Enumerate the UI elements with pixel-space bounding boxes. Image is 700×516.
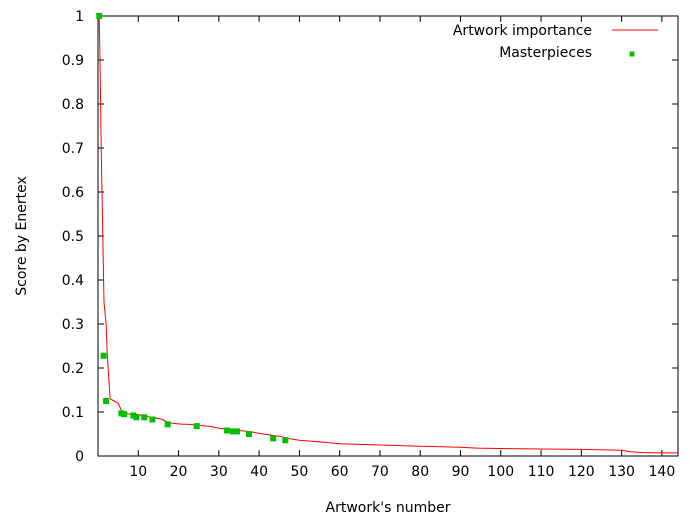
y-tick-label: 0.7 [62, 141, 84, 157]
x-tick-label: 40 [250, 464, 268, 480]
x-tick-label: 120 [568, 464, 595, 480]
masterpiece-point [149, 416, 156, 423]
legend-label-masterpieces: Masterpieces [499, 45, 592, 61]
masterpiece-point [121, 411, 128, 418]
y-tick-label: 0.3 [62, 317, 84, 333]
masterpiece-point [282, 437, 289, 444]
x-tick-label: 90 [452, 464, 470, 480]
legend-label-artwork-importance: Artwork importance [453, 23, 592, 39]
series-points-masterpieces [96, 13, 289, 444]
x-axis-ticks: 10 20 30 40 50 60 70 80 90 100 110 120 130 140 [129, 16, 675, 480]
masterpiece-point [270, 435, 277, 442]
masterpiece-point [246, 431, 252, 437]
y-tick-label: 0.2 [62, 361, 84, 377]
legend-marker-masterpieces [629, 51, 635, 57]
y-tick-label: 0.8 [62, 97, 84, 113]
y-axis-label: Score by Enertex [14, 176, 30, 296]
plot-frame [97, 15, 679, 457]
x-tick-label: 110 [528, 464, 555, 480]
y-axis-ticks: 0 0.1 0.2 0.3 0.4 0.5 0.6 0.7 0.8 0.9 1 [62, 9, 678, 465]
masterpiece-point [103, 398, 110, 404]
x-axis-label: Artwork's number [326, 500, 451, 516]
y-tick-label: 0.4 [62, 273, 84, 289]
x-tick-label: 10 [129, 464, 147, 480]
masterpiece-point [164, 421, 171, 428]
x-tick-label: 70 [371, 464, 389, 480]
y-tick-label: 1 [75, 9, 84, 25]
masterpiece-point [234, 428, 240, 435]
masterpiece-point [96, 13, 103, 19]
legend: Artwork importance Masterpieces [453, 23, 658, 61]
x-tick-label: 20 [170, 464, 188, 480]
x-tick-label: 60 [331, 464, 349, 480]
masterpiece-point [229, 428, 236, 435]
masterpiece-point [100, 352, 107, 359]
y-tick-label: 0.6 [62, 185, 84, 201]
masterpiece-point [223, 427, 230, 434]
masterpiece-point [193, 423, 200, 430]
y-tick-label: 0.1 [62, 405, 84, 421]
masterpiece-point [141, 414, 148, 421]
y-tick-label: 0 [75, 449, 84, 465]
x-tick-label: 80 [411, 464, 429, 480]
x-tick-label: 130 [608, 464, 635, 480]
y-tick-label: 0.9 [62, 53, 84, 69]
masterpiece-point [133, 414, 140, 421]
x-tick-label: 140 [649, 464, 676, 480]
y-tick-label: 0.5 [62, 229, 84, 245]
x-tick-label: 100 [487, 464, 514, 480]
x-tick-label: 30 [210, 464, 228, 480]
series-line-artwork-importance [98, 15, 678, 454]
x-tick-label: 50 [290, 464, 308, 480]
